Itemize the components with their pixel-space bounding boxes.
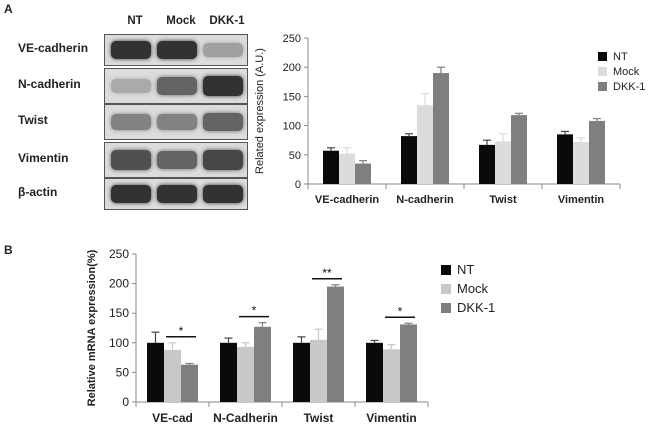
chart-a-category-label: Twist xyxy=(489,194,517,206)
blot-band xyxy=(111,78,151,94)
chart-b-bar xyxy=(327,286,344,402)
blot-lane-label: DKK-1 xyxy=(209,15,245,27)
chart-b-legend-label: DKK-1 xyxy=(457,300,495,315)
blot-band xyxy=(157,113,197,131)
blot-protein-label: β-actin xyxy=(18,185,58,199)
blot-band xyxy=(203,150,243,170)
western-blot: NT Mock DKK-1 VE-cadherin N-cadherin Twist Vim… xyxy=(0,0,260,215)
chart-a-bar xyxy=(479,144,495,184)
chart-b-y-tick-label: 100 xyxy=(109,336,129,350)
chart-b-significance-mark: ** xyxy=(322,266,332,280)
blot-band xyxy=(111,113,151,131)
chart-a-category-label: VE-cadherin xyxy=(315,194,379,206)
chart-a-y-axis-title: Related expression (A.U.) xyxy=(254,48,266,174)
chart-a-y-tick-label: 250 xyxy=(283,33,301,45)
chart-b-bar xyxy=(366,342,383,402)
blot-band xyxy=(203,184,243,204)
chart-b-legend-label: NT xyxy=(457,262,474,277)
chart-b-category-label: N-Cadherin xyxy=(213,411,278,425)
chart-a-bar xyxy=(495,141,511,184)
chart-a-legend-label: NT xyxy=(613,51,628,63)
chart-a-bar xyxy=(339,153,355,184)
chart-b-legend-swatch xyxy=(441,303,451,313)
chart-a-legend-swatch xyxy=(598,52,607,61)
chart-b-y-tick-label: 250 xyxy=(109,247,129,261)
blot-band xyxy=(157,150,197,169)
panel-b-label: B xyxy=(4,243,13,257)
blot-band xyxy=(203,75,243,97)
chart-b-bar xyxy=(293,342,310,402)
panel-a-label: A xyxy=(4,2,13,16)
chart-b-bar xyxy=(310,339,327,402)
chart-b-category-label: Twist xyxy=(304,411,334,425)
chart-a-y-tick-label: 200 xyxy=(283,62,301,74)
blot-strip xyxy=(104,104,248,140)
chart-a-bar xyxy=(573,141,589,184)
chart-b-bar xyxy=(383,349,400,402)
chart-b-significance-mark: * xyxy=(252,304,257,318)
blot-strip xyxy=(104,68,248,104)
chart-a-y-tick-label: 50 xyxy=(289,150,301,162)
blot-lane-label: Mock xyxy=(166,15,196,27)
chart-b-legend-label: Mock xyxy=(457,281,489,296)
chart-b-y-tick-label: 200 xyxy=(109,277,129,291)
chart-b-y-axis-title: Relative mRNA expression(%) xyxy=(86,249,98,406)
blot-strip xyxy=(104,178,248,210)
chart-a-bar xyxy=(433,73,449,184)
blot-band xyxy=(157,40,197,60)
blot-band xyxy=(111,40,151,60)
chart-a-bar xyxy=(589,120,605,184)
blot-protein-label: Twist xyxy=(18,113,48,127)
chart-b-significance-mark: * xyxy=(179,324,184,338)
chart-b-legend-swatch xyxy=(441,284,451,294)
chart-b-bar xyxy=(164,349,181,402)
chart-b-bar xyxy=(254,326,271,402)
chart-a-bar xyxy=(511,115,527,184)
blot-protein-label: Vimentin xyxy=(18,151,69,165)
chart-a-y-tick-label: 150 xyxy=(283,91,301,103)
chart-a-bar xyxy=(401,136,417,184)
chart-b-legend-swatch xyxy=(441,265,451,275)
blot-band xyxy=(157,76,197,95)
blot-band xyxy=(111,150,151,170)
chart-b-category-label: Vimentin xyxy=(366,411,416,425)
chart-b-bar xyxy=(400,324,417,402)
blot-band xyxy=(157,184,197,204)
chart-a-legend-label: DKK-1 xyxy=(613,81,645,93)
chart-b-bar xyxy=(237,346,254,402)
blot-band xyxy=(111,184,151,204)
chart-a-y-tick-label: 100 xyxy=(283,121,301,133)
blot-protein-label: N-cadherin xyxy=(18,77,81,91)
blot-band xyxy=(203,43,243,57)
chart-b-bar xyxy=(220,342,237,402)
chart-a-category-label: Vimentin xyxy=(558,194,605,206)
chart-a-bar xyxy=(355,163,371,184)
chart-a-bar xyxy=(557,134,573,184)
blot-band xyxy=(203,112,243,131)
chart-a-legend-swatch xyxy=(598,82,607,91)
chart-b-y-tick-label: 50 xyxy=(116,365,130,379)
chart-b-category-label: VE-cad xyxy=(152,411,193,425)
chart-b-bar xyxy=(147,342,164,402)
blot-lane-label: NT xyxy=(127,15,143,27)
chart-a-bar xyxy=(417,105,433,184)
blot-strip xyxy=(104,34,248,66)
chart-b-bar xyxy=(181,364,198,402)
blot-protein-label: VE-cadherin xyxy=(18,41,89,55)
chart-b-y-tick-label: 150 xyxy=(109,306,129,320)
chart-b-significance-mark: * xyxy=(398,304,403,318)
chart-a-legend-label: Mock xyxy=(613,66,640,78)
chart-a-y-tick-label: 0 xyxy=(295,179,301,191)
chart-b-y-tick-label: 0 xyxy=(122,395,129,409)
chart-a-category-label: N-cadherin xyxy=(396,194,454,206)
chart-a-bar xyxy=(323,150,339,184)
chart-a-legend-swatch xyxy=(598,67,607,76)
blot-strip xyxy=(104,142,248,178)
